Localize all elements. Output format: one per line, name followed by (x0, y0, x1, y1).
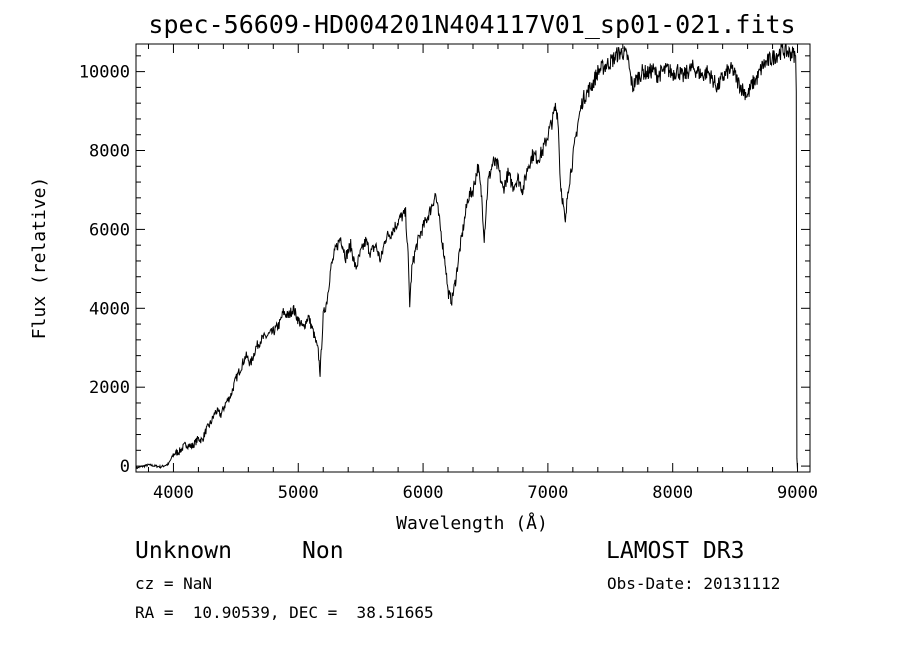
y-tick-label: 10000 (79, 63, 130, 83)
chart-title: spec-56609-HD004201N404117V01_sp01-021.f… (148, 10, 795, 39)
x-tick-label: 5000 (278, 483, 319, 503)
y-tick-label: 4000 (89, 299, 130, 319)
ra-dec-value: RA = 10.90539, DEC = 38.51665 (135, 603, 434, 622)
object-class: Unknown (135, 538, 232, 564)
object-subclass: Non (302, 538, 344, 564)
plot-frame (135, 43, 811, 473)
observation-date: Obs-Date: 20131112 (607, 574, 781, 593)
x-tick-label: 6000 (403, 483, 444, 503)
y-axis-label: Flux (relative) (29, 177, 50, 340)
x-tick-label: 8000 (652, 483, 693, 503)
x-tick-label: 7000 (527, 483, 568, 503)
spectrum-line (135, 43, 799, 471)
x-tick-label: 4000 (153, 483, 194, 503)
y-tick-label: 6000 (89, 220, 130, 240)
survey-name: LAMOST DR3 (606, 538, 745, 564)
x-tick-label: 9000 (777, 483, 818, 503)
axis-ticks: 4000 5000 6000 7000 8000 9000 0 2000 4000 6000 800… (79, 44, 818, 503)
y-tick-label: 8000 (89, 142, 130, 162)
y-tick-label: 0 (120, 457, 130, 477)
y-tick-label: 2000 (89, 378, 130, 398)
redshift-value: cz = NaN (135, 574, 213, 593)
x-axis-label: Wavelength (Å) (396, 512, 548, 534)
